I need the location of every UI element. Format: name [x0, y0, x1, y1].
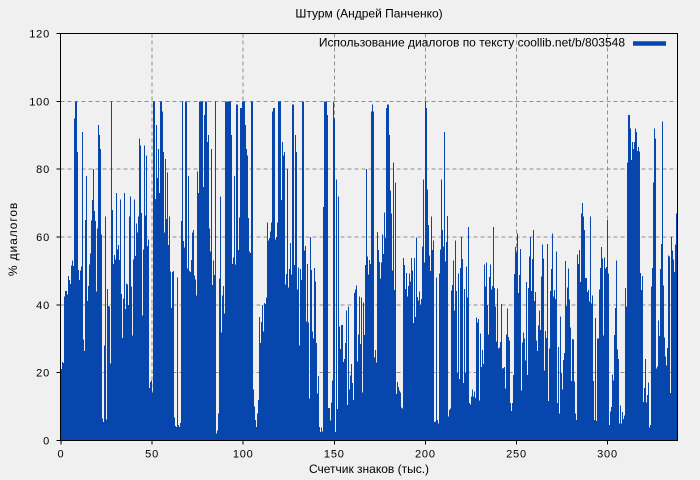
svg-text:250: 250	[506, 449, 527, 461]
svg-text:150: 150	[324, 449, 345, 461]
svg-text:100: 100	[233, 449, 254, 461]
svg-text:Использование диалогов по текс: Использование диалогов по тексту coollib…	[319, 36, 625, 50]
svg-text:100: 100	[29, 96, 50, 108]
svg-text:20: 20	[36, 368, 50, 380]
svg-text:% диалогов: % диалогов	[6, 202, 20, 276]
svg-text:Штурм (Андрей Панченко): Штурм (Андрей Панченко)	[295, 7, 442, 21]
svg-text:0: 0	[43, 436, 50, 448]
svg-text:Счетчик знаков (тыс.): Счетчик знаков (тыс.)	[309, 462, 429, 476]
svg-text:40: 40	[36, 300, 50, 312]
svg-text:0: 0	[58, 449, 65, 461]
svg-text:60: 60	[36, 232, 50, 244]
svg-text:50: 50	[145, 449, 159, 461]
svg-text:200: 200	[415, 449, 436, 461]
svg-text:300: 300	[597, 449, 618, 461]
svg-text:120: 120	[29, 29, 50, 41]
svg-text:80: 80	[36, 164, 50, 176]
